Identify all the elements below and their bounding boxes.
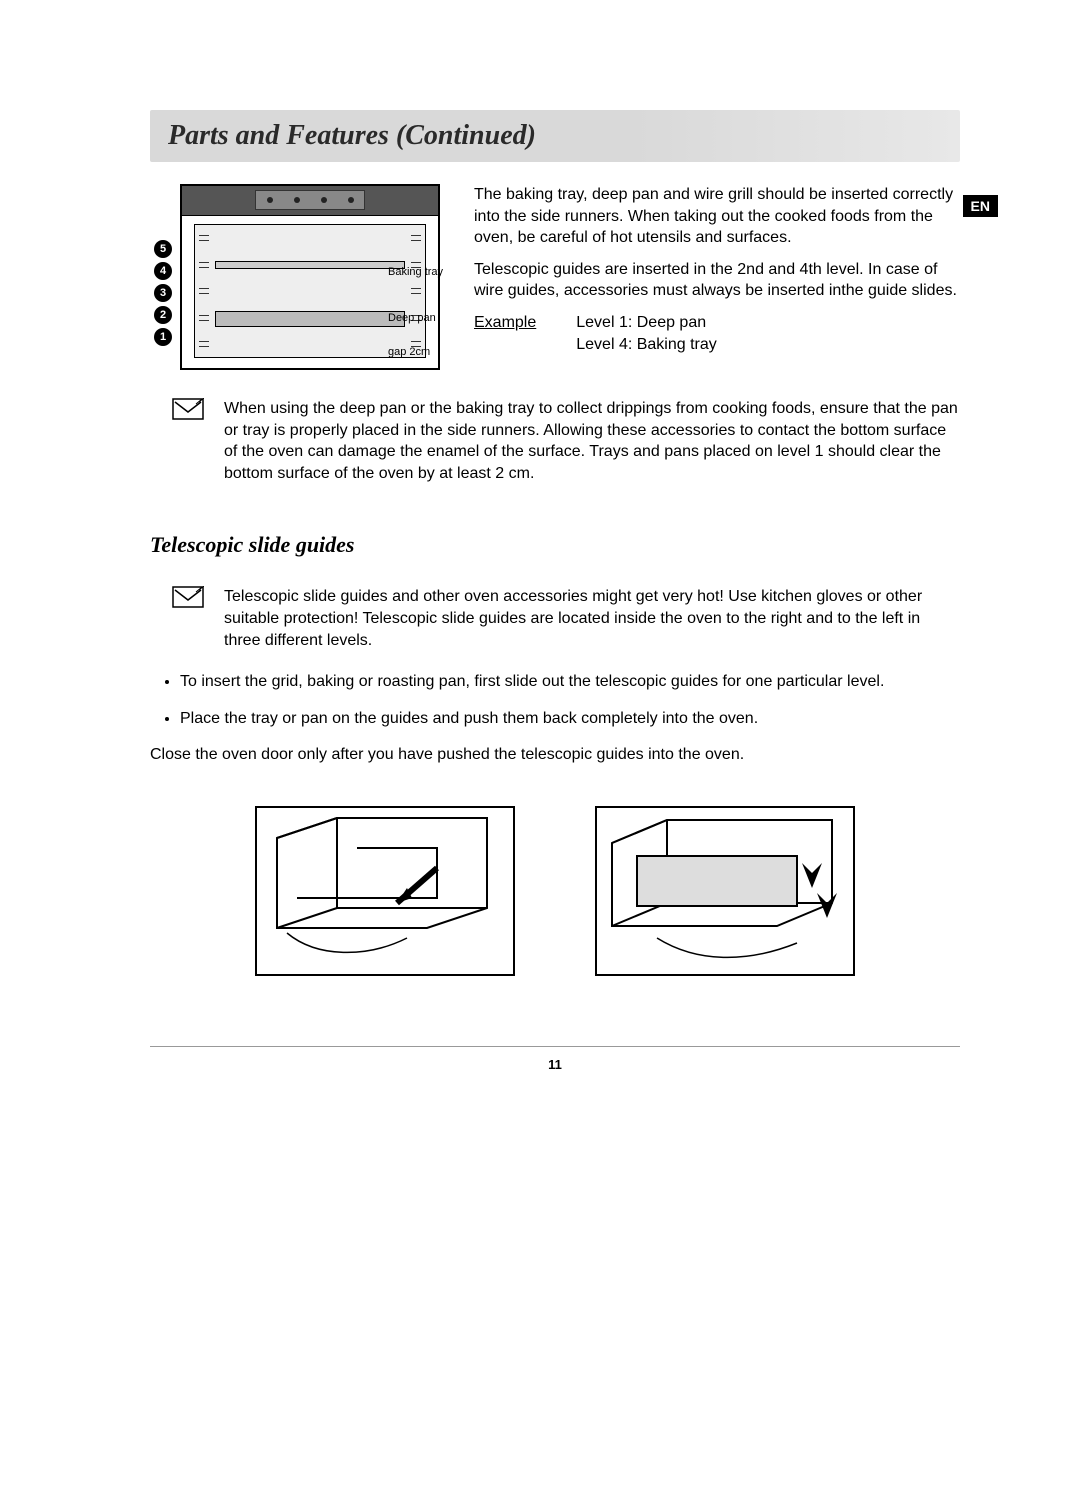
figure-label-deep-pan: Deep pan <box>388 312 436 324</box>
level-badge-1: 1 <box>154 328 172 346</box>
page-number: 11 <box>150 1057 960 1072</box>
level-badge-4: 4 <box>154 262 172 280</box>
illustration-slide-out <box>255 806 515 976</box>
intro-p2: Telescopic guides are inserted in the 2n… <box>474 259 960 302</box>
figure-label-baking-tray: Baking tray <box>388 266 443 278</box>
illustration-push-in <box>595 806 855 976</box>
example-line-2: Level 4: Baking tray <box>576 334 717 356</box>
bullet-1: To insert the grid, baking or roasting p… <box>180 671 960 693</box>
level-badge-5: 5 <box>154 240 172 258</box>
instruction-list: To insert the grid, baking or roasting p… <box>150 671 960 730</box>
footer-rule <box>150 1046 960 1047</box>
oven-diagram: 5 4 3 2 1 <box>150 184 450 370</box>
example-line-1: Level 1: Deep pan <box>576 312 717 334</box>
page-header: Parts and Features (Continued) <box>150 110 960 162</box>
intro-text: The baking tray, deep pan and wire grill… <box>474 184 960 355</box>
note-icon <box>172 398 208 484</box>
level-badge-3: 3 <box>154 284 172 302</box>
after-bullets-text: Close the oven door only after you have … <box>150 744 960 766</box>
intro-p1: The baking tray, deep pan and wire grill… <box>474 184 960 249</box>
subheading-telescopic: Telescopic slide guides <box>150 532 960 558</box>
note-2-text: Telescopic slide guides and other oven a… <box>224 586 960 651</box>
level-badge-2: 2 <box>154 306 172 324</box>
note-1-text: When using the deep pan or the baking tr… <box>224 398 960 484</box>
language-badge: EN <box>963 195 998 217</box>
page-title: Parts and Features (Continued) <box>168 120 942 152</box>
note-icon <box>172 586 208 651</box>
note-1: When using the deep pan or the baking tr… <box>150 398 960 484</box>
example-label: Example <box>474 312 536 355</box>
figure-label-gap: gap 2cm <box>388 346 430 358</box>
bullet-2: Place the tray or pan on the guides and … <box>180 708 960 730</box>
note-2: Telescopic slide guides and other oven a… <box>150 586 960 651</box>
